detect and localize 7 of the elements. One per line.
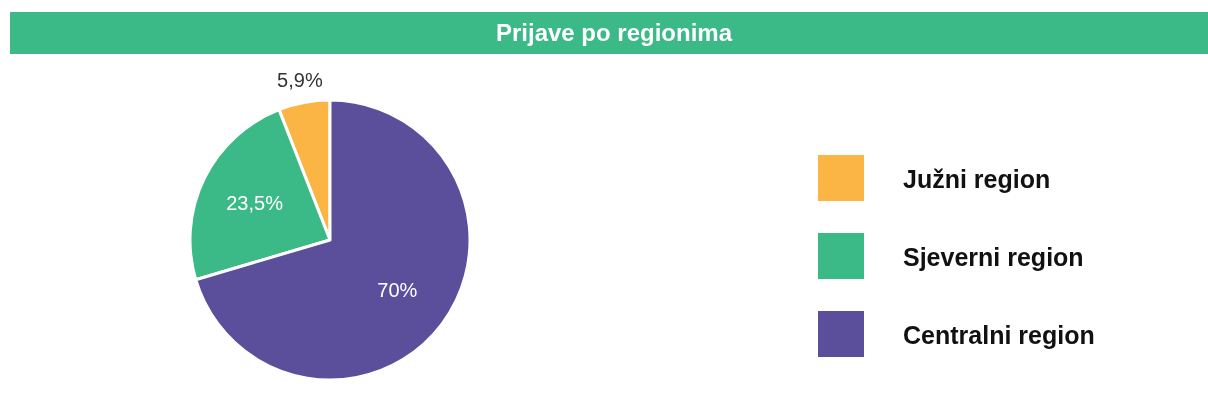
- chart-title: Prijave po regionima: [495, 19, 733, 46]
- legend-label: Centralni region: [903, 320, 1095, 349]
- legend-label: Sjeverni region: [903, 242, 1084, 271]
- data-label: 5,9%: [277, 69, 323, 92]
- legend-label: Južni region: [903, 164, 1051, 193]
- data-label: 23,5%: [226, 192, 284, 215]
- data-label: 70%: [377, 279, 418, 302]
